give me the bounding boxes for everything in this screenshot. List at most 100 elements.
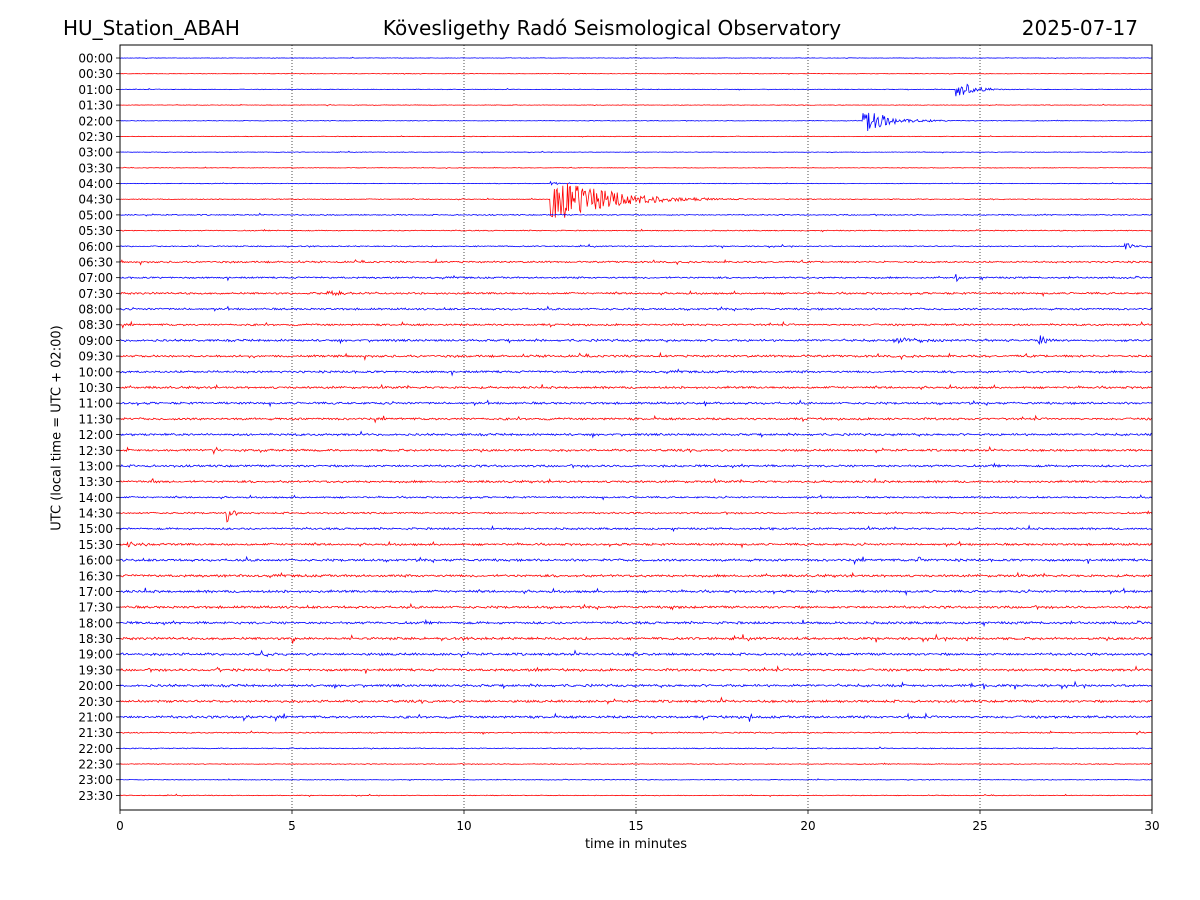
y-tick-label: 17:00: [78, 585, 113, 599]
trace-11:30: [119, 414, 1153, 424]
trace-12:00: [119, 430, 1153, 439]
trace-20:30: [119, 696, 1153, 705]
trace-13:30: [119, 477, 1153, 484]
y-tick-label: 18:00: [78, 616, 113, 630]
y-tick-label: 01:00: [78, 83, 113, 97]
trace-17:30: [119, 602, 1153, 611]
y-axis-label: UTC (local time = UTC + 02:00): [49, 325, 65, 531]
trace-01:00: [119, 83, 1153, 97]
trace-18:00: [119, 618, 1153, 628]
y-tick-label: 15:00: [78, 522, 113, 536]
y-tick-label: 19:30: [78, 663, 113, 677]
chart-date: 2025-07-17: [1021, 16, 1138, 40]
chart-title: Kövesligethy Radó Seismological Observat…: [382, 16, 842, 40]
trace-07:00: [119, 273, 1153, 283]
trace-23:00: [119, 778, 1153, 782]
y-tick-label: 03:00: [78, 146, 113, 160]
trace-05:00: [119, 212, 1153, 217]
y-tick-label: 03:30: [78, 161, 113, 175]
trace-08:30: [119, 320, 1153, 329]
trace-19:00: [119, 649, 1153, 658]
trace-03:00: [119, 150, 1153, 154]
y-tick-label: 18:30: [78, 632, 113, 646]
trace-12:30: [119, 445, 1153, 455]
y-tick-label: 21:00: [78, 710, 113, 724]
trace-14:00: [119, 494, 1153, 501]
y-tick-label: 22:30: [78, 758, 113, 772]
x-tick-label: 20: [800, 819, 815, 833]
trace-23:30: [119, 793, 1153, 798]
y-tick-label: 04:00: [78, 177, 113, 191]
trace-05:30: [119, 228, 1153, 233]
x-tick-label: 30: [1144, 819, 1159, 833]
y-tick-label: 05:00: [78, 208, 113, 222]
y-tick-label: 11:00: [78, 397, 113, 411]
y-tick-label: 14:00: [78, 491, 113, 505]
trace-06:00: [119, 242, 1153, 250]
y-tick-label: 20:30: [78, 695, 113, 709]
trace-00:00: [119, 56, 1153, 60]
x-tick-label: 15: [628, 819, 643, 833]
y-tick-label: 15:30: [78, 538, 113, 552]
y-tick-label: 08:00: [78, 303, 113, 317]
y-tick-label: 09:00: [78, 334, 113, 348]
y-tick-label: 07:30: [78, 287, 113, 301]
y-tick-label: 23:00: [78, 773, 113, 787]
trace-03:30: [119, 166, 1153, 170]
trace-21:30: [119, 730, 1153, 736]
y-tick-label: 21:30: [78, 726, 113, 740]
trace-01:30: [119, 103, 1153, 107]
trace-06:30: [119, 258, 1153, 266]
trace-07:30: [119, 289, 1153, 298]
trace-22:30: [119, 762, 1153, 766]
trace-21:00: [119, 712, 1153, 723]
y-tick-label: 12:30: [78, 444, 113, 458]
y-tick-label: 10:30: [78, 381, 113, 395]
x-axis-label: time in minutes: [584, 837, 688, 852]
y-tick-label: 17:30: [78, 601, 113, 615]
x-tick-label: 5: [288, 819, 296, 833]
trace-20:00: [119, 680, 1153, 690]
trace-09:00: [119, 335, 1153, 346]
trace-18:30: [119, 633, 1153, 644]
y-tick-label: 19:00: [78, 648, 113, 662]
y-tick-label: 11:30: [78, 412, 113, 426]
y-tick-label: 10:00: [78, 365, 113, 379]
y-tick-label: 13:00: [78, 459, 113, 473]
y-tick-label: 02:30: [78, 130, 113, 144]
y-tick-label: 22:00: [78, 742, 113, 756]
y-tick-label: 16:30: [78, 569, 113, 583]
y-tick-label: 01:30: [78, 99, 113, 113]
trace-14:30: [119, 510, 1153, 523]
y-tick-label: 00:00: [78, 52, 113, 66]
x-tick-label: 0: [116, 819, 124, 833]
trace-10:00: [119, 368, 1153, 377]
trace-19:30: [119, 665, 1153, 674]
y-tick-label: 00:30: [78, 67, 113, 81]
y-tick-label: 13:30: [78, 475, 113, 489]
trace-10:30: [119, 383, 1153, 391]
trace-08:00: [119, 305, 1153, 312]
trace-04:00: [119, 180, 1153, 186]
station-name: HU_Station_ABAH: [63, 16, 240, 40]
x-tick-label: 25: [972, 819, 987, 833]
y-tick-label: 05:30: [78, 224, 113, 238]
y-tick-label: 06:00: [78, 240, 113, 254]
y-tick-label: 20:00: [78, 679, 113, 693]
trace-02:30: [119, 135, 1153, 138]
y-tick-label: 12:00: [78, 428, 113, 442]
trace-04:30: [119, 183, 1153, 218]
x-tick-label: 10: [456, 819, 471, 833]
trace-16:30: [119, 571, 1153, 579]
trace-02:00: [119, 112, 1153, 132]
y-tick-label: 14:30: [78, 507, 113, 521]
y-tick-label: 07:00: [78, 271, 113, 285]
y-tick-label: 06:30: [78, 255, 113, 269]
trace-15:00: [119, 524, 1153, 533]
trace-15:30: [119, 540, 1153, 549]
trace-09:30: [119, 351, 1153, 361]
y-tick-label: 08:30: [78, 318, 113, 332]
trace-16:00: [119, 555, 1153, 566]
trace-13:00: [119, 462, 1153, 469]
